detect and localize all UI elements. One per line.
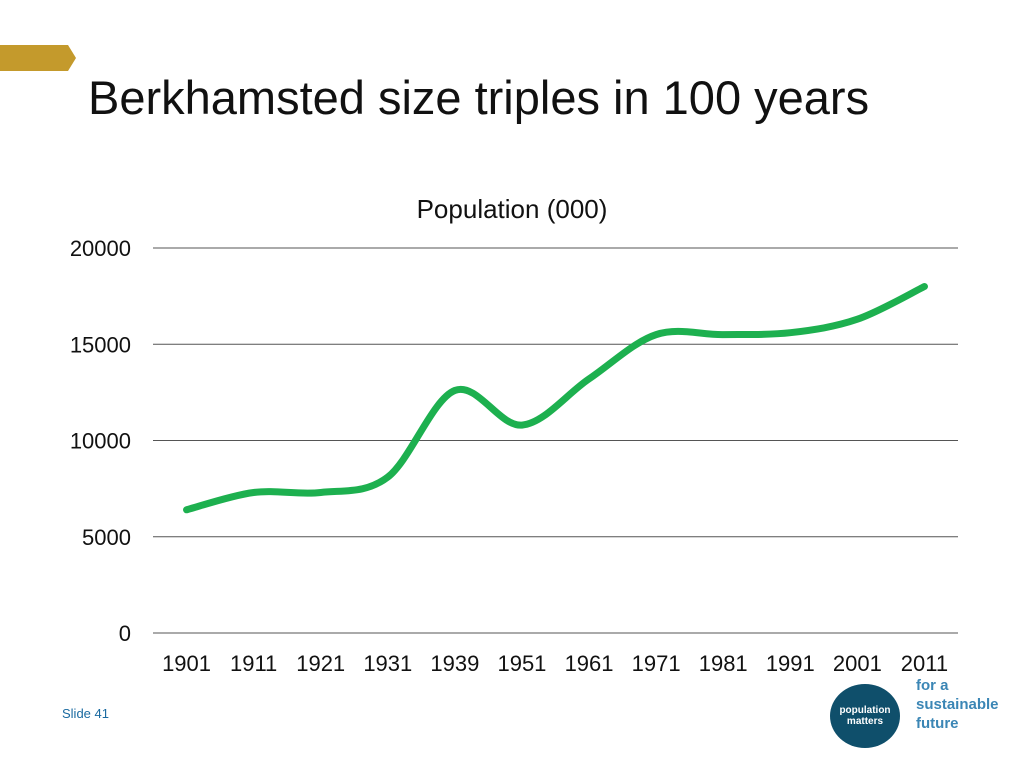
y-tick-label: 0: [119, 621, 131, 646]
x-tick-label: 1971: [632, 651, 681, 676]
x-tick-label: 2011: [901, 651, 948, 676]
y-tick-label: 15000: [70, 332, 131, 357]
x-tick-label: 2001: [833, 651, 882, 676]
x-tick-label: 1931: [363, 651, 412, 676]
logo-circle-line-1: population: [839, 705, 891, 716]
x-tick-label: 1911: [230, 651, 277, 676]
slide-number: Slide 41: [62, 706, 109, 721]
logo-circle: population matters: [830, 684, 900, 748]
logo-circle-line-2: matters: [846, 716, 884, 727]
logo-tagline: for a sustainable future: [916, 676, 999, 733]
chart-title: Population (000): [417, 194, 608, 224]
slide-title: Berkhamsted size triples in 100 years: [88, 71, 870, 124]
x-tick-label: 1921: [296, 651, 345, 676]
logo-tagline-line-2: sustainable: [916, 696, 999, 713]
x-tick-label: 1951: [497, 651, 546, 676]
y-tick-label: 10000: [70, 429, 131, 454]
population-matters-logo: population matters for a sustainable fut…: [830, 676, 1020, 748]
y-tick-label: 20000: [70, 236, 131, 261]
title-accent-tab: [0, 45, 76, 71]
logo-tagline-line-3: future: [916, 715, 959, 732]
x-tick-label: 1991: [766, 651, 815, 676]
y-tick-label: 5000: [82, 525, 131, 550]
series-line-population: [183, 283, 928, 514]
x-tick-label: 1939: [430, 651, 479, 676]
x-tick-label: 1901: [162, 651, 211, 676]
logo-tagline-line-1: for a: [916, 677, 949, 694]
x-tick-label: 1981: [699, 651, 748, 676]
x-tick-label: 1961: [565, 651, 614, 676]
